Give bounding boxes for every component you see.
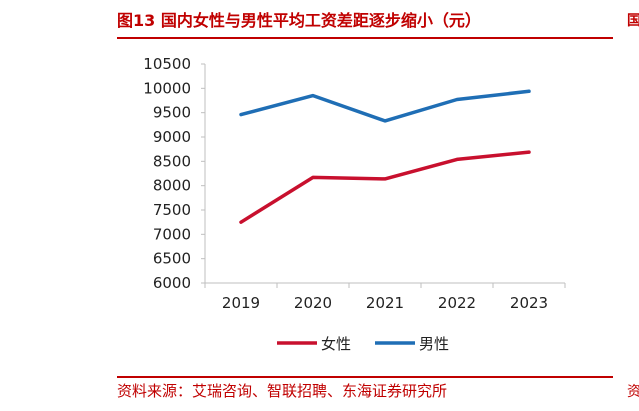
x-tick-label: 2021	[366, 294, 404, 312]
data-point	[383, 177, 387, 181]
data-point	[311, 175, 315, 179]
y-tick-label: 10000	[143, 79, 191, 97]
legend-label: 男性	[419, 335, 449, 353]
y-tick-label: 10500	[143, 55, 191, 73]
y-tick-label: 7000	[153, 225, 191, 243]
data-point	[383, 119, 387, 123]
data-point	[455, 98, 459, 102]
y-tick-label: 9000	[153, 128, 191, 146]
y-tick-label: 8000	[153, 177, 191, 195]
clipped-next-title-char: 国	[627, 13, 639, 29]
y-tick-label: 9500	[153, 104, 191, 122]
legend: 女性 男性	[277, 335, 449, 353]
data-point	[311, 94, 315, 98]
x-tick-label: 2023	[510, 294, 548, 312]
y-tick-label: 6500	[153, 250, 191, 268]
y-axis: 6000 6500 7000 7500 8000 8500 9000 9500 10000 105…	[143, 55, 206, 292]
x-tick-label: 2020	[294, 294, 332, 312]
series-layer	[239, 89, 531, 224]
source-divider	[117, 376, 613, 378]
data-point	[527, 150, 531, 154]
series-line-male	[239, 89, 531, 123]
y-tick-label: 8500	[153, 152, 191, 170]
figure-title: 图13 国内女性与男性平均工资差距逐步缩小（元）	[117, 11, 481, 30]
title-divider	[117, 37, 613, 39]
legend-label: 女性	[321, 335, 351, 353]
clipped-next-source-char: 资	[627, 384, 639, 400]
x-axis: 2019 2020 2021 2022 2023	[204, 282, 566, 312]
data-point	[527, 89, 531, 93]
source-note: 资料来源：艾瑞咨询、智联招聘、东海证券研究所	[117, 382, 448, 400]
x-tick-label: 2019	[222, 294, 260, 312]
y-tick-label: 7500	[153, 201, 191, 219]
series-line-female	[239, 150, 531, 224]
x-tick-label: 2022	[438, 294, 476, 312]
data-point	[455, 157, 459, 161]
data-point	[239, 220, 243, 224]
y-tick-label: 6000	[153, 274, 191, 292]
data-point	[239, 113, 243, 117]
